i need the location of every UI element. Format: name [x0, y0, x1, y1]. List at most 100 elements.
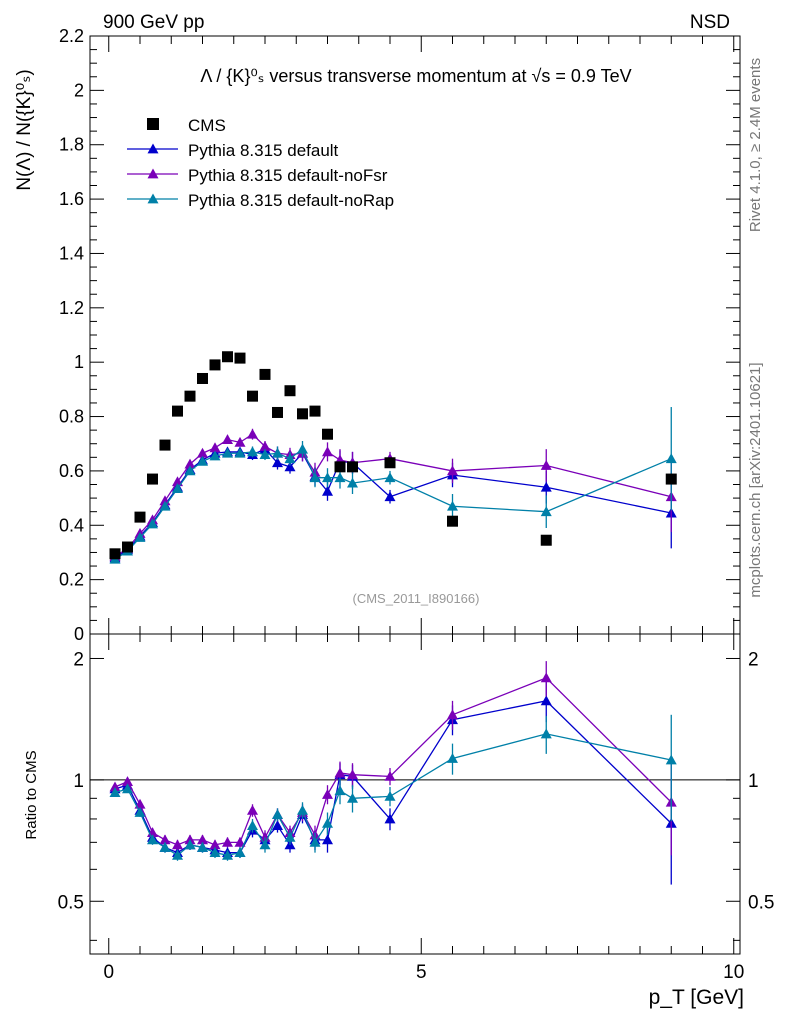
main-series-group	[109, 407, 677, 564]
cms-point	[184, 390, 196, 402]
ratio-marker	[234, 836, 246, 847]
series-marker	[384, 491, 396, 502]
series-marker	[159, 500, 171, 511]
series-marker	[540, 481, 552, 492]
cms-point	[347, 461, 358, 473]
legend-marker	[147, 143, 159, 154]
ratio-marker	[322, 788, 333, 799]
x-tick-label: 0	[103, 962, 114, 983]
y-tick-label: 0.6	[59, 461, 84, 481]
legend-marker	[147, 193, 159, 204]
ratio-marker	[122, 783, 133, 794]
x-tick-label: 5	[416, 962, 427, 983]
cms-point	[234, 352, 246, 364]
y-tick-label: 1.4	[59, 243, 84, 263]
main-y-axis: 0 0.2 0.4 0.6 0.8 1 1.2 1.4 1.6 1.8 2 2.2	[59, 26, 740, 644]
ratio-y-tick-label-right: 2	[748, 649, 759, 670]
ratio-marker	[184, 834, 196, 845]
y-axis-label: N(Λ) / N({K}⁰ₛ)	[14, 69, 35, 190]
ratio-marker	[447, 752, 458, 763]
series-marker	[222, 434, 233, 445]
header-left-label: 900 GeV pp	[103, 12, 204, 33]
x-axis: 0 5 10	[103, 634, 744, 983]
y-tick-label: 0.2	[59, 570, 84, 590]
ratio-marker	[540, 672, 552, 683]
ratio-marker	[222, 836, 233, 847]
rivet-version-label: Rivet 4.1.0, ≥ 2.4M events	[747, 58, 764, 232]
series-marker	[309, 472, 321, 483]
ratio-marker	[197, 834, 208, 845]
series-marker	[197, 447, 208, 458]
ratio-y-tick-label-right: 0.5	[748, 892, 774, 913]
main-panel: 0 0.2 0.4 0.6 0.8 1 1.2 1.4 1.6 1.8 2 2.2 N(Λ) / N(…	[14, 26, 741, 644]
ratio-marker	[247, 804, 258, 815]
legend-entry-label: CMS	[188, 116, 226, 135]
ratio-marker	[247, 820, 258, 831]
series-marker	[384, 472, 396, 483]
series-marker	[259, 440, 271, 451]
series-marker	[184, 458, 196, 469]
ratio-marker	[159, 841, 171, 852]
y-tick-label: 2	[74, 80, 84, 100]
ratio-marker	[309, 836, 321, 847]
series-marker	[540, 459, 552, 470]
ratio-marker	[284, 831, 296, 842]
cms-point	[259, 368, 271, 380]
cms-point	[284, 385, 296, 397]
cms-point	[334, 461, 346, 473]
ratio-marker	[665, 754, 677, 765]
ratio-marker	[347, 769, 358, 780]
series-marker	[334, 472, 346, 483]
cms-point	[134, 511, 146, 523]
legend-cms-marker	[147, 118, 159, 130]
legend-entry-label: Pythia 8.315 default	[188, 141, 339, 160]
ratio-marker	[184, 839, 196, 850]
ratio-y-axis: 0.5 0.5 1 1 2 2	[58, 649, 774, 941]
cms-point	[384, 457, 396, 469]
legend: CMS Pythia 8.315 default Pythia 8.315 defa…	[127, 116, 394, 210]
main-x-ticks	[108, 36, 735, 634]
cms-point	[309, 405, 321, 417]
series-marker	[540, 506, 552, 517]
series-marker	[209, 450, 221, 461]
cms-point	[540, 534, 552, 546]
cms-point	[172, 405, 183, 417]
series-marker	[272, 457, 283, 468]
ratio-marker	[272, 809, 283, 820]
ratio-marker	[109, 787, 121, 797]
y-tick-label: 1.8	[59, 135, 84, 155]
cms-point	[297, 408, 308, 420]
y-tick-label: 0.4	[59, 515, 84, 535]
ratio-marker	[234, 847, 246, 858]
ratio-marker	[197, 841, 208, 852]
legend-marker	[147, 168, 159, 179]
ratio-marker	[209, 839, 221, 850]
series-marker	[247, 446, 258, 457]
ratio-y-axis-label: Ratio to CMS	[23, 750, 40, 839]
series-marker	[347, 477, 358, 488]
chart-title: Λ / {K}⁰ₛ versus transverse momentum at …	[200, 66, 631, 86]
cms-data-points	[109, 351, 677, 560]
ratio-y-tick-label-right: 1	[748, 771, 759, 792]
legend-entry-label: Pythia 8.315 default-noFsr	[188, 166, 388, 185]
series-marker	[184, 465, 196, 476]
mcplots-credit-label: mcplots.cern.ch [arXiv:2401.10621]	[747, 362, 764, 597]
cms-point	[665, 473, 677, 485]
ratio-y-tick-label: 0.5	[58, 892, 84, 913]
series-marker	[234, 436, 246, 447]
cms-point	[322, 428, 333, 440]
ratio-line	[114, 733, 672, 857]
analysis-tag: (CMS_2011_I890166)	[353, 591, 480, 606]
ratio-marker	[209, 847, 221, 858]
y-tick-label: 2.2	[59, 26, 84, 46]
ratio-marker	[272, 820, 283, 831]
ratio-marker	[172, 839, 183, 850]
y-tick-label: 1.2	[59, 298, 84, 318]
cms-point	[447, 515, 458, 527]
cms-point	[147, 473, 158, 485]
series-marker	[134, 532, 146, 542]
series-marker	[209, 442, 221, 453]
ratio-y-tick-label: 1	[73, 771, 84, 792]
ratio-marker	[109, 781, 121, 792]
